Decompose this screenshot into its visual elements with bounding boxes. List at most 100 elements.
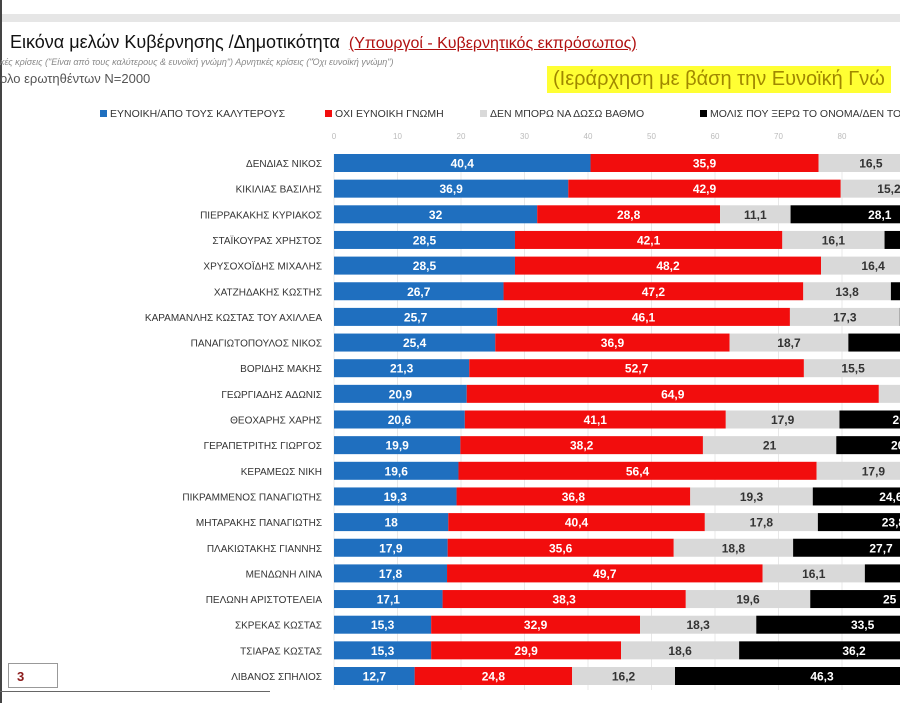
bar-segment bbox=[803, 359, 900, 378]
bar-segment bbox=[334, 641, 432, 660]
data-label: 18,3 bbox=[686, 618, 710, 632]
data-label: 16,2 bbox=[612, 670, 636, 684]
data-label: 18,8 bbox=[722, 541, 746, 555]
data-label: 32 bbox=[429, 208, 443, 222]
bar-segment bbox=[537, 205, 721, 224]
legend-item: ΜΟΛΙΣ ΠΟΥ ΞΕΡΩ ΤΟ ΟΝΟΜΑ/ΔΕΝ ΤΟ bbox=[700, 108, 900, 120]
bar-segment bbox=[840, 179, 900, 198]
bar-segment bbox=[497, 307, 790, 326]
data-label: 24,6 bbox=[879, 490, 900, 504]
bar-segment bbox=[514, 256, 822, 275]
legend-item: ΟΧΙ ΕΥΝΟΙΚΗ ΓΝΩΜΗ bbox=[325, 108, 444, 120]
category-label: ΘΕΟΧΑΡΗΣ ΧΑΡΗΣ bbox=[230, 416, 322, 427]
legend-label: ΜΟΛΙΣ ΠΟΥ ΞΕΡΩ ΤΟ ΟΝΟΜΑ/ΔΕΝ ΤΟ bbox=[710, 108, 900, 120]
data-label: 49,7 bbox=[593, 567, 617, 581]
bar-segment bbox=[334, 154, 591, 172]
legend-label: ΔΕΝ ΜΠΟΡΩ ΝΑ ΔΩΣΩ ΒΑΘΜΟ bbox=[490, 108, 645, 120]
bar-segment bbox=[469, 359, 804, 378]
bar-segment bbox=[720, 205, 791, 224]
category-label: ΚΑΡΑΜΑΝΛΗΣ ΚΩΣΤΑΣ ΤΟΥ ΑΧΙΛΛΕΑ bbox=[145, 313, 322, 324]
bar-segment bbox=[448, 513, 705, 532]
tick-label: 70 bbox=[774, 132, 783, 141]
data-label: 29,9 bbox=[514, 644, 538, 658]
bar-segment bbox=[334, 384, 467, 403]
category-label: ΜΗΤΑΡΑΚΗΣ ΠΑΝΑΓΙΩΤΗΣ bbox=[196, 518, 322, 529]
data-label: 19,9 bbox=[386, 439, 410, 453]
legend-swatch bbox=[480, 110, 487, 117]
legend-label: ΕΥΝΟΙΚΗ/ΑΠΟ ΤΟΥΣ ΚΑΛΥΤΕΡΟΥΣ bbox=[110, 108, 286, 120]
bar-segment bbox=[334, 333, 496, 352]
bar-segment bbox=[334, 359, 470, 378]
bar-segment bbox=[447, 538, 674, 557]
category-label: ΧΑΤΖΗΔΑΚΗΣ ΚΩΣΤΗΣ bbox=[214, 287, 322, 298]
data-label: 19,6 bbox=[385, 464, 409, 478]
data-label: 15,3 bbox=[371, 644, 395, 658]
data-label: 17,9 bbox=[379, 541, 403, 555]
bar-segment bbox=[762, 564, 865, 583]
data-label: 48,2 bbox=[656, 259, 680, 273]
bar-segment bbox=[674, 667, 900, 685]
data-label: 27,7 bbox=[869, 541, 893, 555]
legend-item: ΔΕΝ ΜΠΟΡΩ ΝΑ ΔΩΣΩ ΒΑΘΜΟ bbox=[480, 108, 644, 120]
category-label: ΧΡΥΣΟΧΟΪΔΗΣ ΜΙΧΑΛΗΣ bbox=[203, 261, 322, 273]
data-label: 28,1 bbox=[868, 208, 892, 222]
tick-label: 0 bbox=[332, 132, 337, 141]
bar-segment bbox=[447, 564, 763, 583]
data-label: 20,6 bbox=[388, 413, 412, 427]
bar-segment bbox=[431, 641, 622, 660]
bar-segment bbox=[334, 667, 415, 685]
data-label: 56,4 bbox=[626, 464, 650, 478]
bar-segment bbox=[702, 436, 837, 455]
bar-segment bbox=[334, 282, 504, 301]
data-label: 18,7 bbox=[777, 336, 801, 350]
bar-segment bbox=[864, 564, 900, 583]
bar-segment bbox=[793, 538, 900, 557]
data-label: 18,6 bbox=[668, 644, 692, 658]
data-label: 35,6 bbox=[549, 541, 573, 555]
tick-label: 10 bbox=[393, 132, 402, 141]
bar-segment bbox=[890, 282, 900, 301]
data-label: 64,9 bbox=[661, 387, 685, 401]
data-label: 25,4 bbox=[403, 336, 427, 350]
data-label: 36,9 bbox=[601, 336, 625, 350]
title-text: Εικόνα μελών Κυβέρνησης /Δημοτικότητα bbox=[10, 32, 340, 52]
data-label: 40,4 bbox=[565, 516, 589, 530]
data-label: 36,9 bbox=[439, 182, 463, 196]
data-label: 17,9 bbox=[771, 413, 795, 427]
category-label: ΠΙΕΡΡΑΚΑΚΗΣ ΚΥΡΙΑΚΟΣ bbox=[200, 210, 322, 221]
data-label: 15,2 bbox=[877, 182, 900, 196]
category-label: ΠΑΝΑΓΙΩΤΟΠΟΥΛΟΣ ΝΙΚΟΣ bbox=[191, 339, 322, 350]
data-label: 15,3 bbox=[371, 618, 395, 632]
data-label: 19,3 bbox=[384, 490, 408, 504]
page-number: 3 bbox=[8, 663, 58, 688]
data-label: 25,7 bbox=[404, 310, 428, 324]
category-label: ΠΕΛΩΝΗ ΑΡΙΣΤΟΤΕΛΕΙΑ bbox=[206, 595, 323, 606]
category-label: ΓΕΩΡΓΙΑΔΗΣ ΑΔΩΝΙΣ bbox=[221, 390, 322, 401]
bar-segment bbox=[817, 513, 900, 532]
legend-swatch bbox=[325, 110, 332, 117]
data-label: 28,5 bbox=[413, 259, 437, 273]
left-border bbox=[0, 0, 2, 703]
bar-segment bbox=[334, 564, 448, 583]
data-label: 11,1 bbox=[744, 208, 767, 222]
data-label: 38,2 bbox=[570, 439, 594, 453]
data-label: 18 bbox=[384, 516, 398, 530]
data-label: 17,8 bbox=[750, 516, 774, 530]
bar-segment bbox=[514, 230, 783, 249]
data-label: 23,8 bbox=[882, 516, 900, 530]
bar-segment bbox=[464, 410, 726, 429]
bar-segment bbox=[334, 307, 498, 326]
bar-segment bbox=[414, 667, 573, 685]
data-label: 16,1 bbox=[802, 567, 826, 581]
bar-segment bbox=[590, 154, 819, 172]
data-label: 38,3 bbox=[553, 593, 577, 607]
bar-segment bbox=[818, 154, 900, 172]
bar-segment bbox=[685, 590, 811, 609]
top-band bbox=[0, 14, 900, 22]
bar-segment bbox=[729, 333, 849, 352]
data-label: 16,1 bbox=[822, 233, 846, 247]
bar-segment bbox=[334, 179, 569, 198]
bar-segment bbox=[334, 590, 443, 609]
data-label: 16,5 bbox=[859, 157, 883, 171]
data-label: 47,2 bbox=[642, 285, 666, 299]
